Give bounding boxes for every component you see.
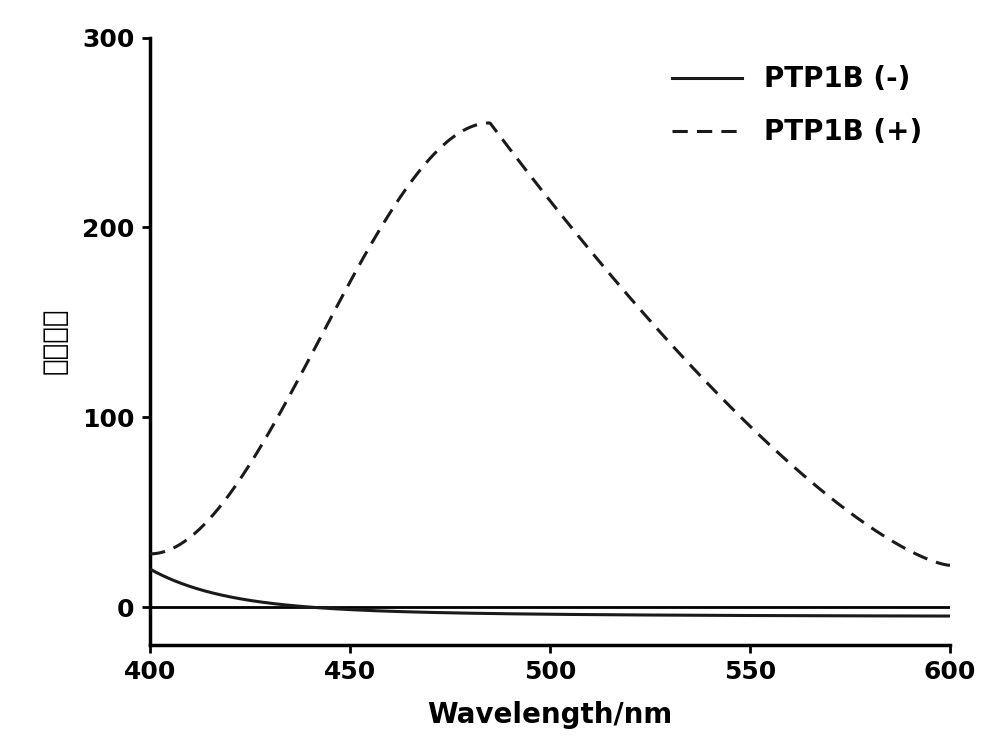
Line: PTP1B (+): PTP1B (+) [150,123,950,566]
PTP1B (-) [144,565,156,574]
PTP1B (+) [226,487,238,496]
PTP1B (+) [484,118,496,128]
Legend: PTP1B (-), PTP1B (+): PTP1B (-), PTP1B (+) [658,52,936,160]
PTP1B (+) [694,371,706,380]
PTP1B (+) [144,549,156,558]
PTP1B (-) [468,609,480,618]
PTP1B (-) [496,609,508,618]
PTP1B (+) [769,445,781,454]
PTP1B (-) [768,611,780,620]
PTP1B (-) [226,592,238,602]
PTP1B (-) [782,611,794,620]
Line: PTP1B (-): PTP1B (-) [150,569,950,616]
Y-axis label: 荧光强度: 荧光强度 [40,308,68,374]
X-axis label: Wavelength/nm: Wavelength/nm [427,701,673,729]
PTP1B (+) [497,136,509,145]
PTP1B (+) [468,122,480,130]
PTP1B (-) [944,611,956,620]
PTP1B (-) [693,610,705,620]
PTP1B (+) [783,458,795,467]
PTP1B (+) [944,561,956,570]
